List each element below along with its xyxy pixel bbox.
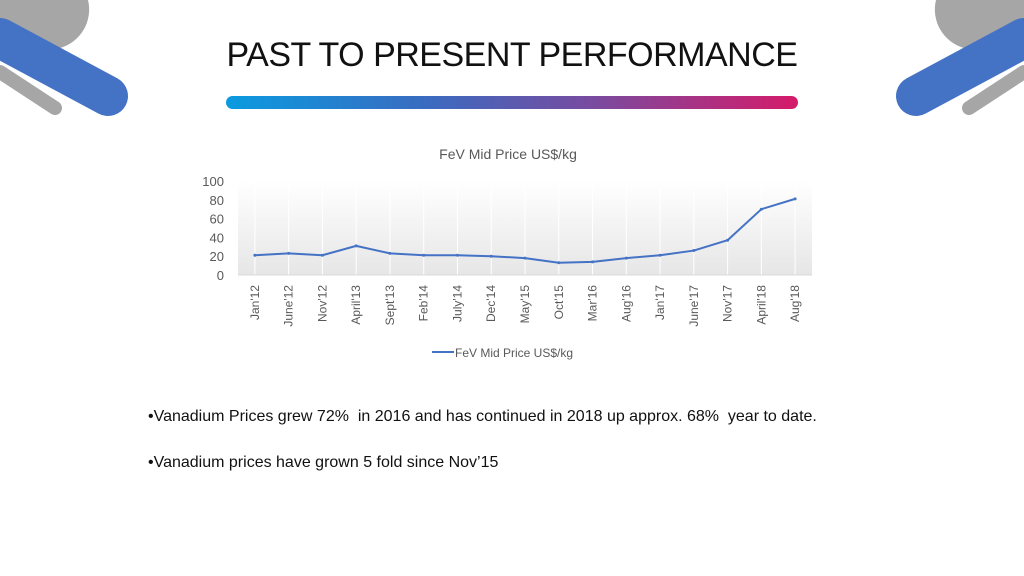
data-point — [455, 253, 459, 257]
x-tick-label: Nov'12 — [315, 285, 329, 322]
x-tick-label: Sept'13 — [383, 285, 397, 326]
y-axis: 0 20 40 60 80 100 — [202, 174, 224, 283]
y-tick-label: 20 — [210, 249, 224, 264]
data-point — [320, 253, 324, 257]
x-tick-label: Oct'15 — [552, 285, 566, 320]
slide-title: PAST TO PRESENT PERFORMANCE — [226, 36, 798, 74]
series-layer — [253, 197, 797, 265]
x-tick-label: Jan'12 — [248, 285, 262, 320]
y-tick-label: 60 — [210, 212, 224, 227]
x-tick-label: April'13 — [349, 285, 363, 325]
x-tick-label: Jan'17 — [653, 285, 667, 320]
y-tick-label: 100 — [202, 174, 224, 189]
x-tick-label: Dec'14 — [484, 285, 498, 322]
data-point — [523, 256, 527, 260]
legend-label: FeV Mid Price US$/kg — [455, 346, 573, 360]
x-tick-label: May'15 — [518, 285, 532, 324]
x-tick-label: July'14 — [450, 285, 464, 322]
x-axis: Jan'12 June'12 Nov'12 April'13 Sept'13 Feb'14… — [248, 285, 802, 327]
data-point — [388, 251, 392, 255]
data-point — [422, 253, 426, 257]
data-point — [793, 197, 797, 201]
corner-decoration-left — [0, 0, 128, 116]
bullet-1: •Vanadium Prices grew 72% in 2016 and ha… — [148, 408, 817, 425]
data-point — [253, 253, 257, 257]
data-point — [489, 254, 493, 258]
title-underline-bar — [226, 96, 798, 109]
bullet-2: •Vanadium prices have grown 5 fold since… — [148, 454, 499, 471]
data-point — [692, 249, 696, 253]
y-tick-label: 0 — [217, 268, 224, 283]
price-line-chart: FeV Mid Price US$/kg 0 20 40 60 80 100 Jan'12… — [202, 146, 812, 360]
data-point — [759, 207, 763, 211]
chart-title: FeV Mid Price US$/kg — [439, 146, 577, 162]
x-tick-label: Nov'17 — [721, 285, 735, 322]
data-point — [624, 256, 628, 260]
plot-area — [238, 181, 812, 276]
x-tick-label: April'18 — [754, 285, 768, 325]
data-point — [726, 238, 730, 242]
y-tick-label: 80 — [210, 193, 224, 208]
chart-legend: FeV Mid Price US$/kg — [432, 346, 573, 360]
corner-decoration-right — [896, 0, 1024, 116]
data-point — [591, 260, 595, 264]
y-tick-label: 40 — [210, 230, 224, 245]
x-tick-label: June'17 — [687, 285, 701, 327]
data-point — [354, 244, 358, 248]
data-point — [557, 261, 561, 265]
x-tick-label: Aug'18 — [788, 285, 802, 322]
data-point — [658, 253, 662, 257]
x-tick-label: June'12 — [282, 285, 296, 327]
x-tick-label: Mar'16 — [586, 285, 600, 322]
x-tick-label: Feb'14 — [417, 285, 431, 322]
x-tick-label: Aug'16 — [619, 285, 633, 322]
data-point — [287, 251, 291, 255]
